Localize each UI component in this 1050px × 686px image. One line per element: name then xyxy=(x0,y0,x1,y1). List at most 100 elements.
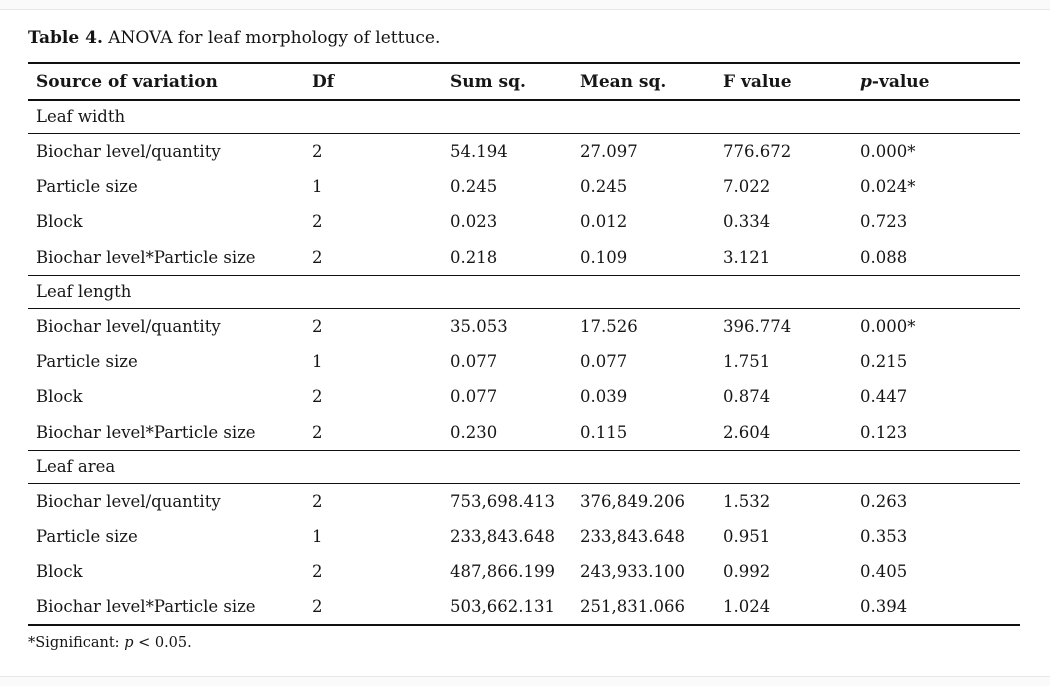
cell-p-value: 0.405 xyxy=(860,562,908,582)
header-mean-sq: Mean sq. xyxy=(580,71,667,92)
cell-df: 2 xyxy=(312,316,323,336)
cell-mean-sq: 0.109 xyxy=(580,247,628,267)
cell-p-value: 0.123 xyxy=(860,422,908,442)
cell-f-value: 0.992 xyxy=(723,562,771,582)
cell-mean-sq: 0.245 xyxy=(580,176,628,196)
caption-text: ANOVA for leaf morphology of lettuce. xyxy=(102,28,441,48)
cell-f-value: 1.024 xyxy=(723,597,771,617)
significance-footnote: *Significant: p < 0.05. xyxy=(28,635,1020,651)
cell-mean-sq: 251,831.066 xyxy=(580,597,685,617)
cell-p-value: 0.215 xyxy=(860,351,908,371)
section-header-row: Leaf width xyxy=(28,100,1020,133)
table-row: Block 2 0.023 0.012 0.334 0.723 xyxy=(28,204,1020,240)
cell-f-value: 1.751 xyxy=(723,351,771,371)
cell-mean-sq: 17.526 xyxy=(580,316,638,336)
cell-source-of-variation: Particle size xyxy=(36,526,138,546)
cell-df: 1 xyxy=(312,526,323,546)
header-p-rest: -value xyxy=(871,71,930,92)
section-header-row: Leaf length xyxy=(28,275,1020,308)
cell-source-of-variation: Biochar level/quantity xyxy=(36,491,221,511)
table-row: Particle size 1 233,843.648 233,843.648 0.95… xyxy=(28,519,1020,555)
header-row: Source of variation Df Sum sq. Mean sq. … xyxy=(28,63,1020,100)
header-df: Df xyxy=(312,71,335,92)
header-source-of-variation: Source of variation xyxy=(36,71,218,92)
cell-source-of-variation: Biochar level/quantity xyxy=(36,141,221,161)
footnote-post: < 0.05. xyxy=(133,635,192,651)
cell-mean-sq: 0.077 xyxy=(580,351,628,371)
header-f-value: F value xyxy=(723,71,792,92)
cell-mean-sq: 233,843.648 xyxy=(580,526,685,546)
footnote-p-italic: p xyxy=(124,635,134,651)
cell-mean-sq: 0.039 xyxy=(580,387,628,407)
cell-f-value: 1.532 xyxy=(723,491,771,511)
cell-source-of-variation: Biochar level*Particle size xyxy=(36,247,256,267)
footnote-pre: Significant: xyxy=(35,635,125,651)
cell-mean-sq: 243,933.100 xyxy=(580,562,685,582)
cell-sum-sq: 0.218 xyxy=(450,247,498,267)
table-row: Biochar level/quantity 2 753,698.413 376,84… xyxy=(28,483,1020,519)
cell-sum-sq: 0.245 xyxy=(450,176,498,196)
cell-f-value: 7.022 xyxy=(723,176,771,196)
cell-df: 2 xyxy=(312,212,323,232)
table-panel: Table 4. ANOVA for leaf morphology of le… xyxy=(28,10,1020,651)
top-edge-divider xyxy=(0,0,1050,10)
cell-sum-sq: 753,698.413 xyxy=(450,491,555,511)
table-row: Block 2 487,866.199 243,933.100 0.992 0.405 xyxy=(28,554,1020,590)
header-p-value: p-value xyxy=(860,63,1020,100)
cell-source-of-variation: Block xyxy=(36,562,83,582)
table-row: Biochar level/quantity 2 35.053 17.526 396.7… xyxy=(28,308,1020,344)
cell-f-value: 2.604 xyxy=(723,422,771,442)
footnote-star: * xyxy=(28,635,36,651)
cell-sum-sq: 487,866.199 xyxy=(450,562,555,582)
table-row: Biochar level/quantity 2 54.194 27.097 776.6… xyxy=(28,133,1020,169)
section-label: Leaf width xyxy=(36,107,126,127)
cell-sum-sq: 35.053 xyxy=(450,316,508,336)
table-row: Biochar level*Particle size 2 503,662.131 2… xyxy=(28,590,1020,626)
cell-df: 2 xyxy=(312,491,323,511)
cell-f-value: 3.121 xyxy=(723,247,771,267)
anova-table: Source of variation Df Sum sq. Mean sq. … xyxy=(28,62,1020,626)
cell-p-value: 0.000* xyxy=(860,141,916,161)
cell-p-value: 0.263 xyxy=(860,491,908,511)
cell-source-of-variation: Particle size xyxy=(36,351,138,371)
table-caption: Table 4. ANOVA for leaf morphology of le… xyxy=(28,27,1020,50)
cell-sum-sq: 54.194 xyxy=(450,141,508,161)
section-label: Leaf area xyxy=(36,457,116,476)
cell-df: 2 xyxy=(312,562,323,582)
cell-sum-sq: 0.077 xyxy=(450,351,498,371)
cell-f-value: 776.672 xyxy=(723,141,792,161)
cell-df: 1 xyxy=(312,351,323,371)
cell-f-value: 0.334 xyxy=(723,212,771,232)
table-row: Block 2 0.077 0.039 0.874 0.447 xyxy=(28,379,1020,415)
cell-p-value: 0.000* xyxy=(860,316,916,336)
header-sum-sq: Sum sq. xyxy=(450,71,526,92)
cell-p-value: 0.024* xyxy=(860,176,916,196)
cell-mean-sq: 376,849.206 xyxy=(580,491,685,511)
cell-sum-sq: 0.077 xyxy=(450,387,498,407)
cell-df: 2 xyxy=(312,422,323,442)
cell-source-of-variation: Particle size xyxy=(36,176,138,196)
cell-df: 1 xyxy=(312,176,323,196)
cell-p-value: 0.394 xyxy=(860,597,908,617)
section-label: Leaf length xyxy=(36,282,132,301)
cell-df: 2 xyxy=(312,247,323,267)
section-header-row: Leaf area xyxy=(28,450,1020,483)
table-row: Particle size 1 0.245 0.245 7.022 0.024* xyxy=(28,169,1020,205)
cell-p-value: 0.353 xyxy=(860,526,908,546)
caption-label: Table 4. xyxy=(28,28,103,48)
table-row: Biochar level*Particle size 2 0.230 0.115 2.… xyxy=(28,415,1020,451)
cell-df: 2 xyxy=(312,387,323,407)
cell-mean-sq: 27.097 xyxy=(580,141,638,161)
cell-df: 2 xyxy=(312,597,323,617)
cell-sum-sq: 0.230 xyxy=(450,422,498,442)
cell-p-value: 0.088 xyxy=(860,247,908,267)
cell-mean-sq: 0.012 xyxy=(580,212,628,232)
table-row: Biochar level*Particle size 2 0.218 0.109 3.… xyxy=(28,240,1020,276)
cell-sum-sq: 0.023 xyxy=(450,212,498,232)
header-p-italic: p xyxy=(860,71,872,92)
cell-source-of-variation: Block xyxy=(36,212,83,232)
cell-source-of-variation: Biochar level/quantity xyxy=(36,316,221,336)
bottom-edge-divider xyxy=(0,676,1050,686)
cell-df: 2 xyxy=(312,141,323,161)
cell-f-value: 0.874 xyxy=(723,387,771,407)
